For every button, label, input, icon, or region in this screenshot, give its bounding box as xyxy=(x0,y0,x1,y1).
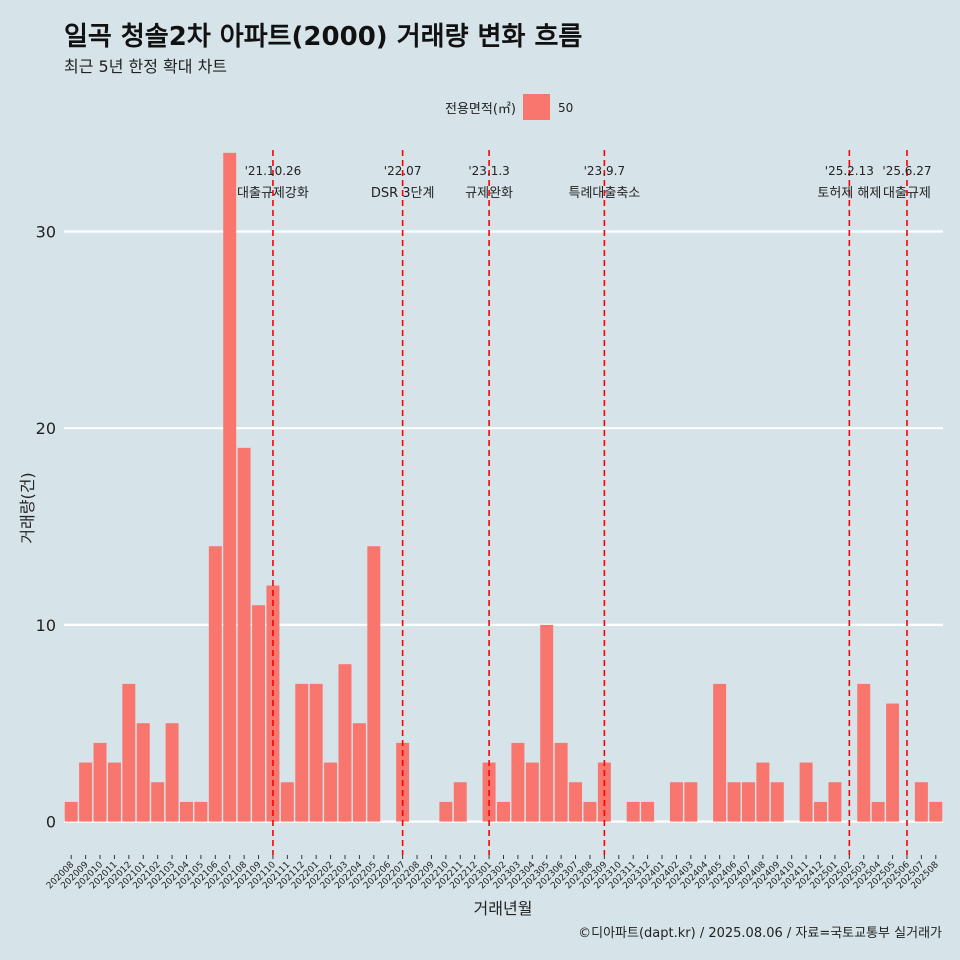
event-label: 토허제 해제 xyxy=(817,186,881,201)
bar xyxy=(511,742,525,822)
gridlines xyxy=(64,230,943,823)
bar xyxy=(770,782,784,822)
bar xyxy=(828,782,842,822)
event-date: '23.9.7 xyxy=(584,164,625,178)
bar xyxy=(453,782,467,822)
bar xyxy=(165,723,179,822)
bar xyxy=(208,546,222,822)
bar xyxy=(439,801,453,822)
chart-subtitle: 최근 5년 한정 확대 차트 xyxy=(64,57,228,76)
legend: 전용면적(㎡) 50 xyxy=(445,94,573,120)
bar xyxy=(756,762,770,822)
event-label: 규제완화 xyxy=(465,186,513,201)
event-date: '23.1.3 xyxy=(468,164,509,178)
bar xyxy=(252,605,266,822)
annotations: '21.10.26 대출규제강화 '22.07 DSR 3단계 '23.1.3 규제완화 '… xyxy=(237,150,932,855)
y-tick-label: 20 xyxy=(36,419,56,438)
x-axis-label: 거래년월 xyxy=(474,899,533,918)
event-label: 특례대출축소 xyxy=(568,186,640,201)
bar xyxy=(64,801,78,822)
event-date: '21.10.26 xyxy=(245,164,302,178)
bar xyxy=(79,762,93,822)
event-label: 대출규제 xyxy=(883,186,931,201)
bar xyxy=(497,801,510,822)
bar xyxy=(684,782,698,822)
event-label: DSR 3단계 xyxy=(371,186,435,201)
chart-title: 일곡 청솔2차 아파트(2000) 거래량 변화 흐름 xyxy=(64,22,583,52)
bar xyxy=(641,801,655,822)
bar xyxy=(93,742,107,822)
bar xyxy=(569,782,583,822)
bar xyxy=(929,801,943,822)
bar xyxy=(122,683,136,822)
bar xyxy=(727,782,741,822)
bar xyxy=(151,782,165,822)
x-axis: 2020082020092020102020112020122021012021… xyxy=(45,855,941,891)
y-tick-label: 0 xyxy=(46,813,56,832)
bar xyxy=(194,801,208,822)
bar xyxy=(540,624,554,822)
bar xyxy=(338,664,352,822)
bar xyxy=(525,762,539,822)
bar xyxy=(107,762,121,822)
bar xyxy=(367,546,381,822)
y-tick-label: 30 xyxy=(36,223,56,242)
bar xyxy=(626,801,640,822)
bar xyxy=(295,683,309,822)
y-axis: 0 10 20 30 xyxy=(36,223,56,832)
y-tick-label: 10 xyxy=(36,616,56,635)
bar xyxy=(237,447,251,822)
bars xyxy=(64,152,943,822)
legend-title: 전용면적(㎡) xyxy=(445,102,516,117)
bar xyxy=(799,762,813,822)
event-date: '22.07 xyxy=(384,164,422,178)
event-label: 대출규제강화 xyxy=(237,186,309,201)
bar xyxy=(914,782,928,822)
bar xyxy=(136,723,150,822)
bar xyxy=(741,782,755,822)
bar xyxy=(583,801,597,822)
bar xyxy=(857,683,871,822)
bar xyxy=(814,801,828,822)
event-date: '25.6.27 xyxy=(882,164,931,178)
bar xyxy=(713,683,727,822)
legend-label: 50 xyxy=(558,101,573,115)
y-axis-label: 거래량(건) xyxy=(18,472,37,543)
source-caption: ©디아파트(dapt.kr) / 2025.08.06 / 자료=국토교통부 실… xyxy=(578,926,942,941)
bar xyxy=(280,782,294,822)
bar xyxy=(669,782,683,822)
bar xyxy=(324,762,338,822)
legend-swatch xyxy=(523,94,550,120)
bar xyxy=(309,683,323,822)
bar xyxy=(352,723,366,822)
bar xyxy=(886,703,900,822)
bar xyxy=(871,801,885,822)
bar xyxy=(179,801,193,822)
bar xyxy=(223,152,237,822)
event-date: '25.2.13 xyxy=(825,164,874,178)
bar xyxy=(554,742,568,822)
